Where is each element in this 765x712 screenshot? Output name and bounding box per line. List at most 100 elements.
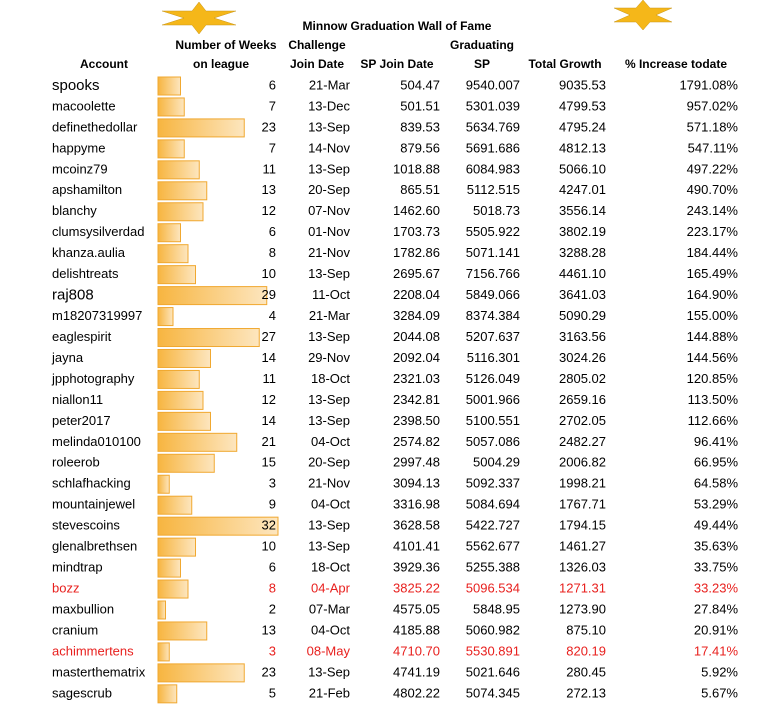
account-cell: roleerob [52, 455, 100, 470]
cell: 01-Nov [308, 224, 350, 239]
cell: 3094.13 [393, 476, 440, 491]
cell: 5060.982 [466, 622, 520, 637]
weeks-cell: 11 [263, 371, 277, 386]
cell: 1703.73 [393, 224, 440, 239]
cell: 2342.81 [393, 392, 440, 407]
cell: 4461.10 [559, 266, 606, 281]
cell: 21-Nov [308, 245, 350, 260]
cell: 2997.48 [393, 455, 440, 470]
weeks-cell: 4 [269, 308, 276, 323]
cell: 184.44% [687, 245, 739, 260]
data-bar [157, 642, 170, 662]
cell: 4185.88 [393, 622, 440, 637]
data-bar [157, 495, 193, 515]
cell: 2092.04 [393, 350, 440, 365]
weeks-cell: 7 [269, 140, 276, 155]
cell: 64.58% [694, 476, 739, 491]
cell: 5126.049 [466, 371, 520, 386]
header: Challenge [288, 38, 346, 52]
account-cell: spooks [52, 77, 100, 94]
cell: 96.41% [694, 434, 739, 449]
cell: 21-Feb [309, 685, 350, 700]
account-cell: m18207319997 [52, 308, 142, 323]
cell: 5100.551 [466, 413, 520, 428]
data-bar [157, 600, 166, 620]
data-bar [157, 307, 174, 327]
cell: 33.23% [694, 580, 739, 595]
cell: 2044.08 [393, 329, 440, 344]
cell: 3288.28 [559, 245, 606, 260]
cell: 2398.50 [393, 413, 440, 428]
cell: 112.66% [688, 413, 739, 428]
cell: 13-Sep [308, 392, 350, 407]
cell: 5112.515 [467, 182, 520, 197]
data-bar [157, 286, 268, 306]
title: Minnow Graduation Wall of Fame [303, 19, 492, 33]
account-cell: happyme [52, 140, 105, 155]
data-bar [157, 348, 211, 368]
account-cell: khanza.aulia [52, 245, 126, 260]
cell: 5.92% [701, 664, 738, 679]
cell: 5505.922 [466, 224, 520, 239]
cell: 1018.88 [393, 161, 440, 176]
cell: 8374.384 [466, 308, 520, 323]
cell: 144.88% [687, 329, 739, 344]
weeks-cell: 13 [262, 182, 276, 197]
cell: 5849.066 [466, 287, 520, 302]
cell: 4795.24 [559, 119, 606, 134]
cell: 571.18% [687, 119, 739, 134]
cell: 5207.637 [466, 329, 520, 344]
weeks-cell: 27 [262, 329, 276, 344]
data-bar [157, 579, 189, 599]
cell: 07-Nov [308, 203, 350, 218]
cell: 5092.337 [466, 476, 520, 491]
cell: 35.63% [694, 539, 739, 554]
cell: 1791.08% [679, 77, 738, 92]
account-cell: sagescrub [52, 685, 112, 700]
data-bar [157, 160, 200, 180]
account-cell: raj808 [52, 287, 94, 304]
data-bar [157, 390, 204, 410]
cell: 957.02% [687, 98, 739, 113]
cell: 2321.03 [393, 371, 440, 386]
cell: 13-Sep [308, 413, 350, 428]
account-cell: eaglespirit [52, 329, 112, 344]
cell: 5071.141 [466, 245, 520, 260]
weeks-cell: 9 [269, 497, 276, 512]
cell: 1998.21 [559, 476, 606, 491]
cell: 66.95% [694, 455, 739, 470]
cell: 6084.983 [466, 161, 520, 176]
account-cell: mcoinz79 [52, 161, 108, 176]
data-bar [157, 76, 181, 96]
cell: 3628.58 [393, 518, 440, 533]
cell: 5096.534 [466, 580, 520, 595]
weeks-cell: 21 [262, 434, 276, 449]
header: Total Growth [528, 57, 601, 71]
cell: 13-Sep [308, 119, 350, 134]
weeks-cell: 10 [262, 539, 276, 554]
header: Number of Weeks [175, 38, 276, 52]
cell: 3802.19 [559, 224, 606, 239]
weeks-cell: 23 [262, 664, 276, 679]
star [161, 1, 237, 35]
account-cell: blanchy [52, 203, 97, 218]
cell: 3641.03 [559, 287, 606, 302]
cell: 1271.31 [559, 580, 606, 595]
header: Join Date [290, 57, 344, 71]
cell: 20.91% [694, 622, 739, 637]
cell: 4575.05 [393, 601, 440, 616]
data-bar [157, 411, 211, 431]
data-bar [157, 244, 189, 264]
cell: 223.17% [687, 224, 739, 239]
cell: 547.11% [688, 140, 739, 155]
cell: 13-Sep [308, 518, 350, 533]
weeks-cell: 14 [262, 350, 276, 365]
account-cell: jpphotography [51, 371, 135, 386]
data-bar [157, 432, 238, 452]
cell: 14-Nov [308, 140, 350, 155]
cell: 1326.03 [559, 560, 606, 575]
cell: 1767.71 [559, 497, 606, 512]
weeks-cell: 10 [262, 266, 276, 281]
account-cell: definethedollar [52, 119, 138, 134]
